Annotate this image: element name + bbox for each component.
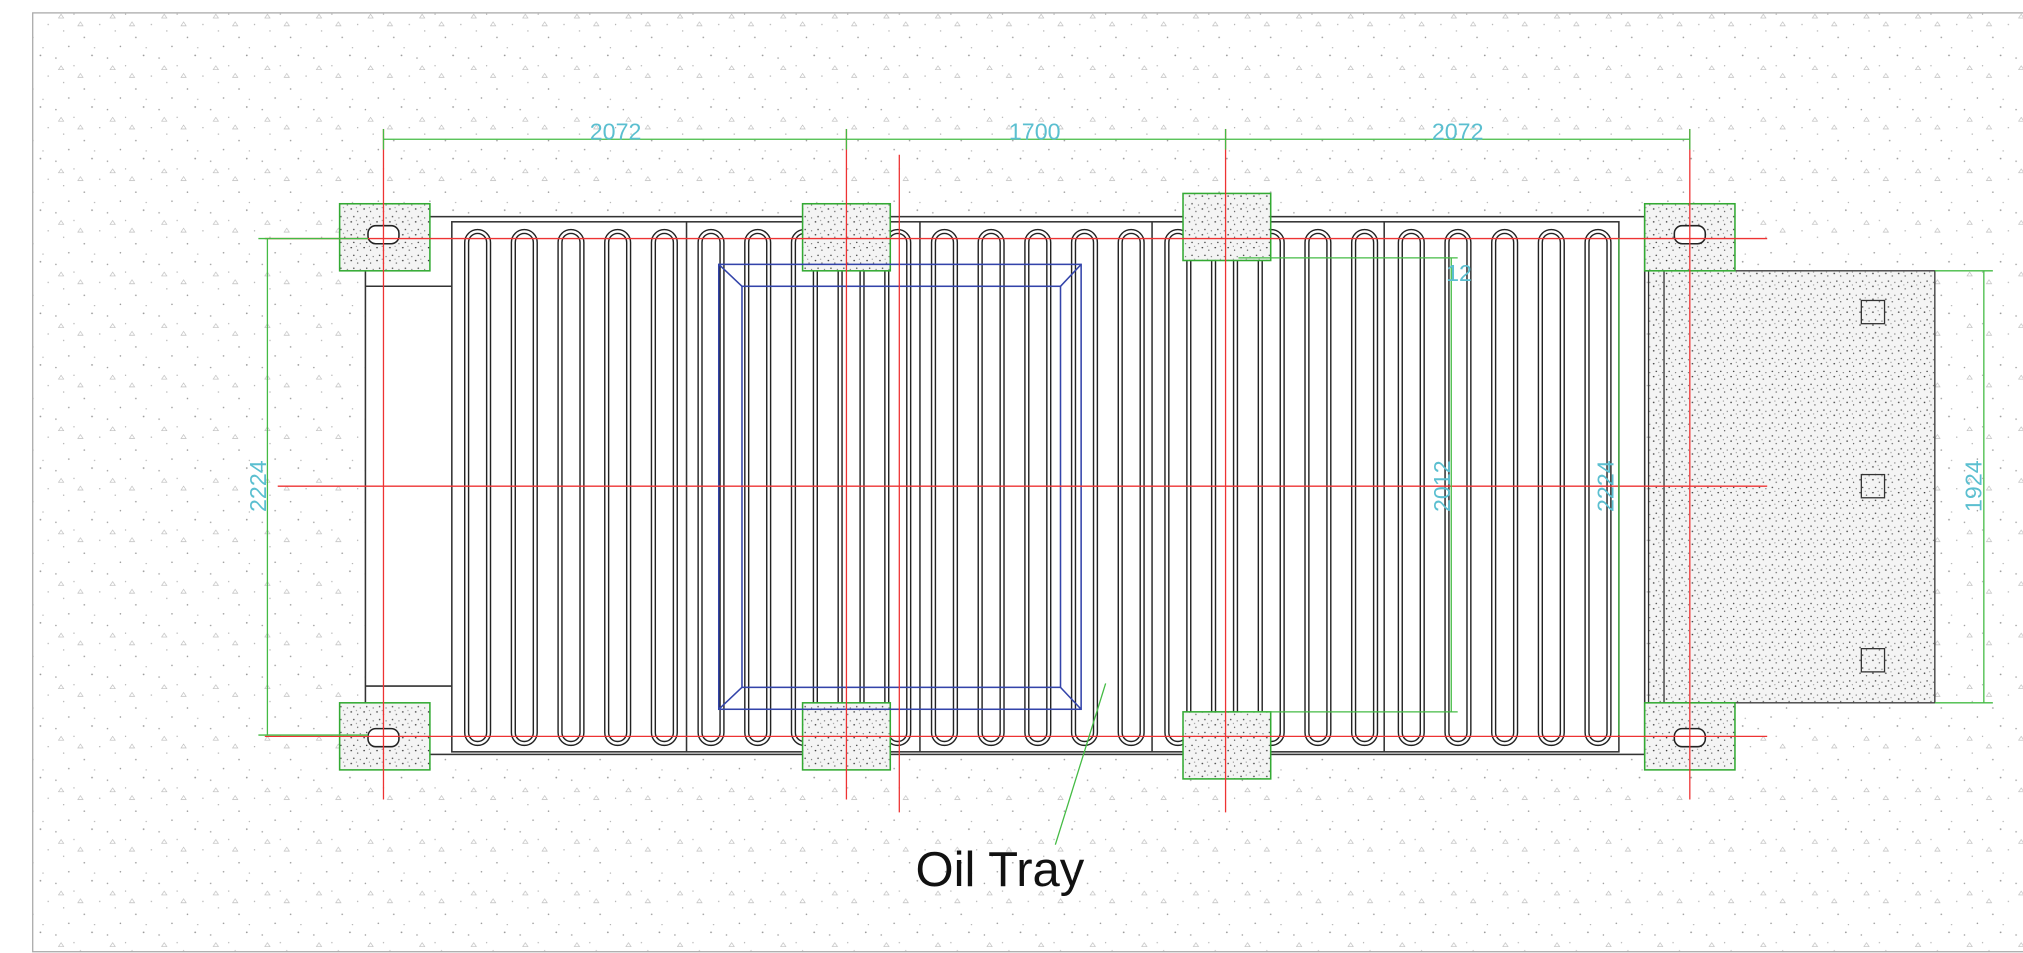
fin	[557, 228, 585, 747]
fin	[510, 228, 538, 747]
fin	[977, 228, 1005, 747]
fin	[654, 232, 675, 743]
fin	[1448, 232, 1468, 743]
fin	[1401, 232, 1422, 743]
fin	[1588, 232, 1608, 743]
fin	[747, 232, 768, 743]
dimension-lines	[258, 128, 1993, 845]
fin	[697, 228, 725, 747]
fin	[1304, 228, 1332, 747]
fin	[1121, 232, 1141, 743]
fin	[1164, 228, 1192, 747]
cabinet-squares	[1860, 299, 1886, 673]
fin	[744, 228, 772, 747]
fin	[1541, 232, 1562, 743]
fin	[1074, 232, 1095, 743]
fin	[561, 232, 581, 743]
fin	[1028, 232, 1048, 743]
fin	[1168, 232, 1188, 743]
fin	[1537, 228, 1565, 747]
fin	[1397, 228, 1425, 747]
center-lines	[264, 128, 1768, 813]
dimension-label: 12	[1446, 260, 1472, 286]
fin	[1444, 228, 1472, 747]
fin	[1070, 228, 1099, 747]
fin	[1491, 228, 1519, 747]
fin	[981, 232, 1001, 743]
fin	[888, 232, 908, 743]
dimension-label: 2012	[1429, 460, 1455, 512]
fin	[464, 228, 492, 747]
fin	[884, 228, 912, 747]
fin	[1024, 228, 1052, 747]
dimension-label: 2224	[245, 460, 271, 512]
dimension-label: 1924	[1960, 460, 1986, 512]
dimension-label: 2072	[1432, 118, 1484, 144]
fin	[1308, 232, 1328, 743]
fin	[650, 228, 678, 747]
fin	[1584, 228, 1612, 747]
fin	[607, 232, 628, 743]
fin	[701, 232, 721, 743]
fin	[934, 232, 955, 743]
dimension-label: 2224	[1593, 460, 1619, 512]
dimension-label: 1700	[1009, 118, 1061, 144]
fin	[1354, 232, 1375, 743]
annotation: Oil Tray	[915, 843, 1084, 897]
dimension-label: 2072	[590, 118, 642, 144]
fin	[467, 232, 488, 743]
fin	[604, 228, 632, 747]
fin	[514, 232, 535, 743]
fin	[1350, 228, 1379, 747]
fin	[1494, 232, 1515, 743]
fin	[1117, 228, 1145, 747]
fin	[930, 228, 959, 747]
